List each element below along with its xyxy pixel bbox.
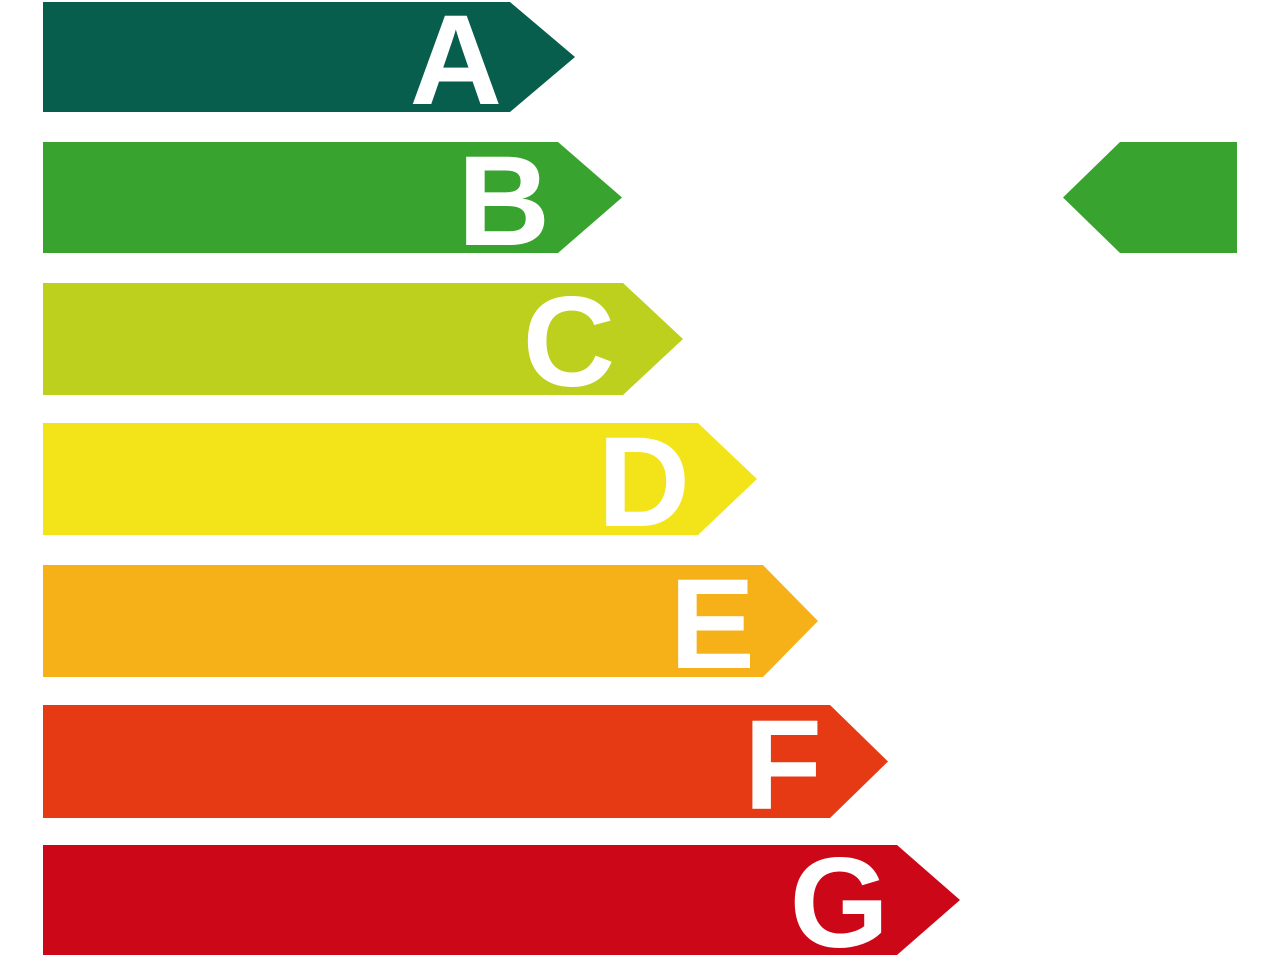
rating-arrow-f: F <box>43 705 888 818</box>
rating-letter-a: A <box>409 0 502 132</box>
rating-arrow-c: C <box>43 283 683 395</box>
rating-letter-b: B <box>457 129 550 273</box>
current-rating-indicator-arrow <box>1063 142 1237 253</box>
rating-arrow-g: G <box>43 845 960 955</box>
rating-arrow-d: D <box>43 423 757 535</box>
rating-letter-g: G <box>789 831 889 960</box>
rating-arrow-a: A <box>43 2 575 112</box>
rating-letter-f: F <box>743 693 822 837</box>
rating-arrow-e: E <box>43 565 818 677</box>
rating-letter-e: E <box>669 552 755 696</box>
rating-arrow-b: B <box>43 142 622 253</box>
rating-letter-d: D <box>597 410 690 554</box>
rating-letter-c: C <box>522 270 615 414</box>
